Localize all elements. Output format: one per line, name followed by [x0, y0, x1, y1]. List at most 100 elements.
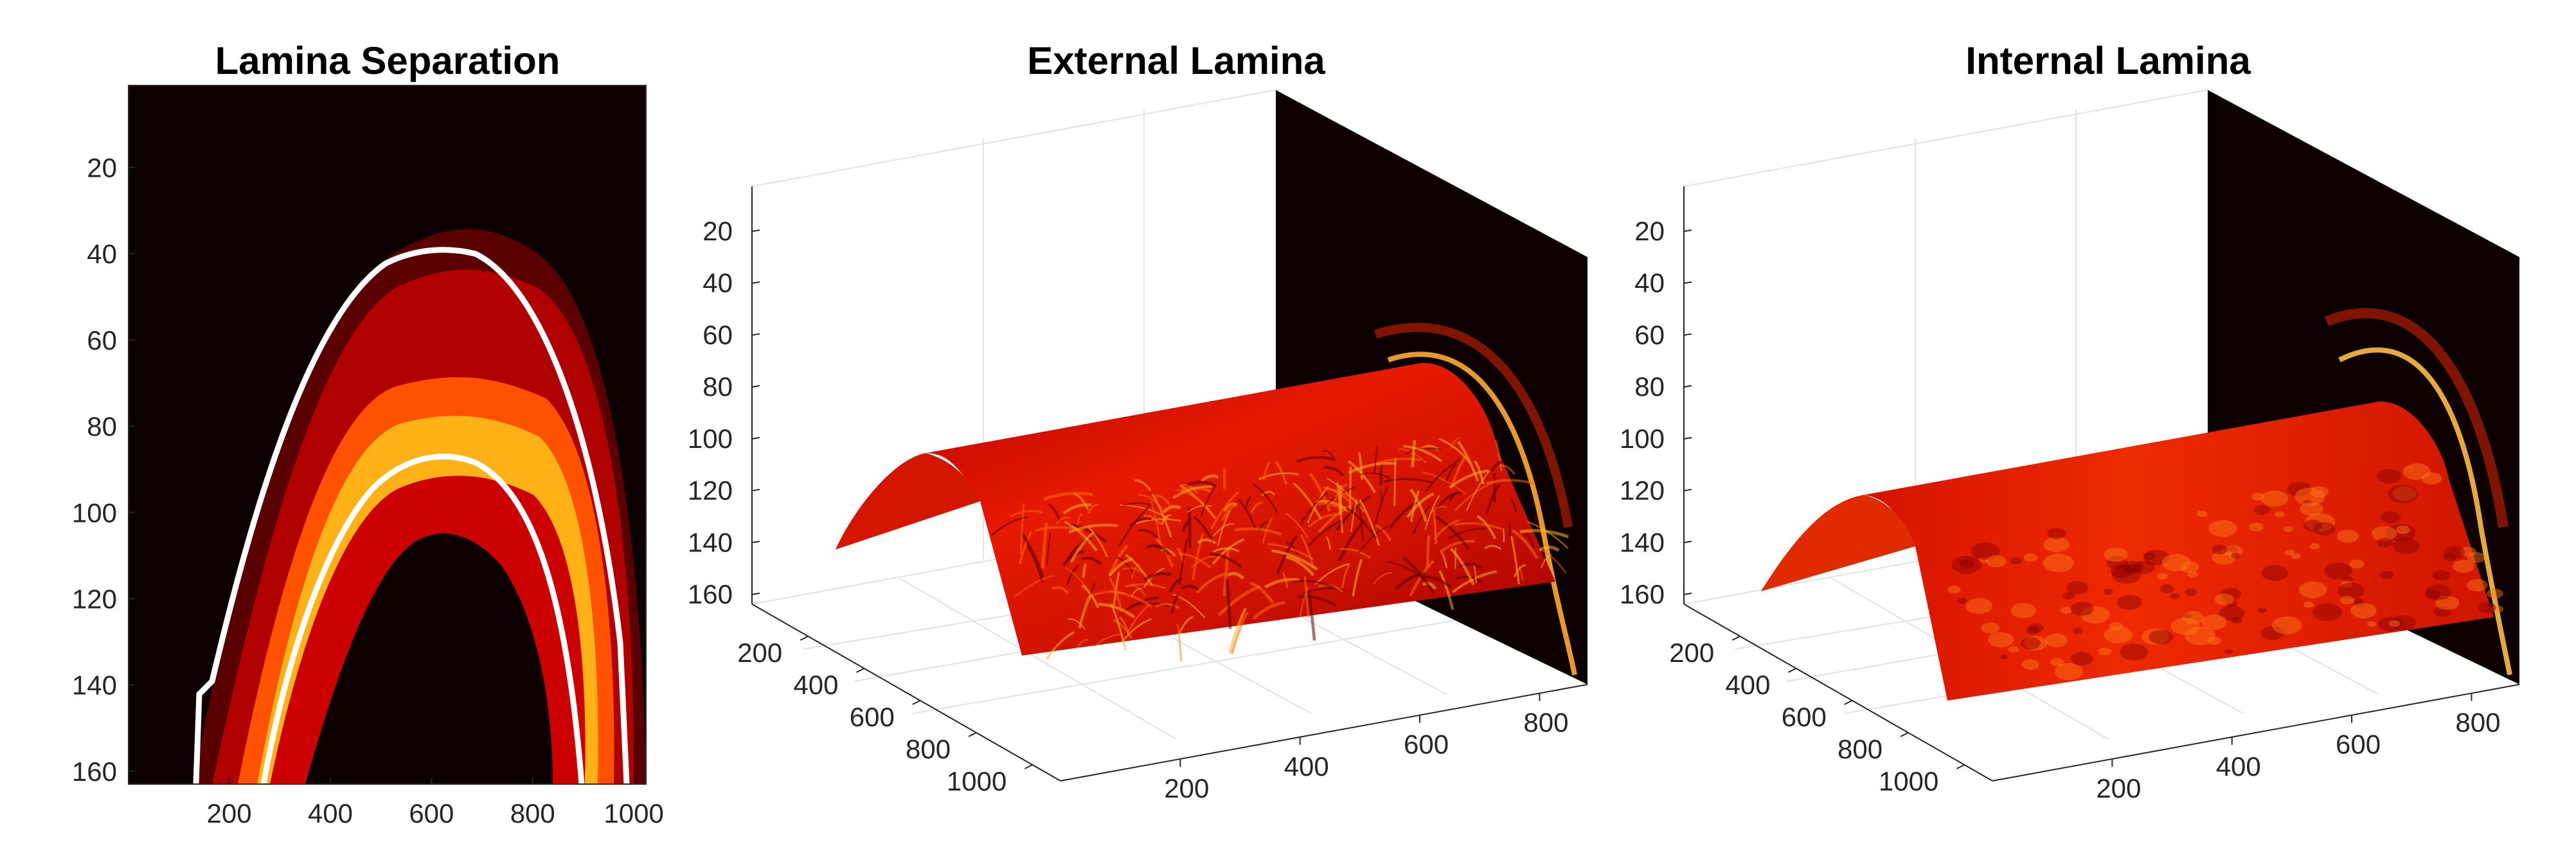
texture-stroke [1223, 502, 1237, 512]
texture-stroke [2026, 626, 2040, 635]
texture-stroke [1138, 529, 1158, 539]
texture-stroke [2182, 611, 2205, 625]
y-tick-mark [1956, 764, 1965, 769]
texture-stroke [1113, 619, 1133, 639]
x-tick-label: 400 [1284, 751, 1329, 782]
texture-stroke [2185, 588, 2197, 596]
texture-stroke [1299, 586, 1309, 618]
texture-stroke [1981, 622, 1999, 634]
texture-stroke [2133, 560, 2155, 575]
texture-stroke [1155, 603, 1180, 609]
texture-stroke [2312, 603, 2343, 621]
texture-stroke [1303, 576, 1310, 618]
texture-stroke [1336, 495, 1371, 532]
texture-stroke [1450, 548, 1475, 585]
texture-stroke [2435, 595, 2460, 611]
y-tick-mark [1844, 700, 1853, 705]
texture-stroke [2185, 626, 2216, 645]
surface-texture [990, 437, 1570, 662]
x-tick-label: 800 [510, 798, 555, 828]
texture-stroke [1308, 520, 1342, 547]
texture-stroke [1447, 528, 1487, 541]
texture-stroke [1122, 618, 1152, 643]
texture-stroke [2104, 548, 2128, 562]
axes-box [128, 85, 647, 785]
texture-stroke [2207, 636, 2221, 645]
texture-stroke [1510, 535, 1520, 584]
texture-stroke [2424, 590, 2440, 600]
texture-stroke [1098, 602, 1136, 619]
panel-lamina-separation: Lamina Separation 20 40 60 80 100 120 140 160 2… [72, 39, 664, 828]
texture-stroke [1041, 523, 1048, 569]
texture-stroke [1131, 563, 1140, 579]
inner-boundary-line [260, 453, 585, 785]
z-tick-label: 100 [688, 424, 733, 454]
texture-stroke [1262, 517, 1273, 544]
texture-stroke [2161, 553, 2191, 572]
texture-stroke [2378, 616, 2402, 632]
texture-stroke [1499, 465, 1516, 475]
texture-stroke [2043, 537, 2070, 553]
texture-stroke [1485, 479, 1535, 485]
texture-stroke [1186, 480, 1217, 488]
texture-stroke [2354, 598, 2363, 603]
texture-stroke [2062, 592, 2075, 600]
texture-stroke [2170, 617, 2200, 635]
texture-stroke [1178, 552, 1212, 569]
z-tick-mark [751, 385, 760, 388]
texture-stroke [1405, 447, 1442, 455]
texture-stroke [2303, 601, 2314, 608]
texture-stroke [1046, 533, 1051, 566]
texture-stroke [1178, 616, 1194, 634]
texture-stroke [1457, 440, 1480, 481]
texture-stroke [2303, 499, 2312, 505]
texture-stroke [1424, 458, 1462, 493]
texture-stroke [1087, 526, 1109, 558]
texture-stroke [2201, 614, 2227, 630]
y-tick-mark [800, 636, 809, 641]
texture-stroke [1382, 478, 1434, 484]
texture-stroke [1322, 450, 1335, 460]
texture-stroke [1258, 472, 1300, 481]
texture-stroke [1162, 505, 1181, 514]
texture-stroke [1154, 544, 1170, 556]
texture-stroke [1348, 461, 1397, 474]
y-tick-label: 1000 [1879, 766, 1938, 796]
x-tick-label: 600 [2336, 729, 2381, 760]
texture-stroke [1020, 503, 1025, 555]
z-tick-label: 100 [1620, 424, 1665, 454]
texture-stroke [1226, 571, 1245, 580]
texture-stroke [2354, 600, 2365, 608]
texture-stroke [1490, 460, 1505, 472]
texture-stroke [2299, 581, 2327, 598]
texture-stroke [1134, 479, 1152, 492]
texture-stroke [1502, 528, 1505, 542]
texture-stroke [1068, 618, 1086, 630]
texture-stroke [1956, 598, 1967, 604]
texture-stroke [1064, 521, 1098, 551]
texture-stroke [1228, 607, 1248, 654]
y-tick-label: 60 [87, 325, 117, 355]
z-tick-mark [1683, 593, 1692, 595]
texture-stroke [2028, 623, 2044, 632]
chart-title: External Lamina [1027, 39, 1325, 82]
texture-stroke [2387, 485, 2419, 503]
texture-stroke [1951, 555, 1982, 575]
texture-stroke [2170, 593, 2180, 600]
texture-stroke [2111, 566, 2141, 584]
texture-stroke [1426, 535, 1431, 568]
texture-stroke [2390, 615, 2416, 630]
texture-stroke [1191, 555, 1216, 568]
texture-stroke [1138, 494, 1163, 510]
heatmap-inner-dark [305, 533, 553, 784]
texture-stroke [2225, 600, 2238, 607]
texture-stroke [2251, 492, 2265, 501]
texture-stroke [2231, 553, 2241, 559]
texture-stroke [2339, 596, 2354, 605]
texture-stroke [2116, 594, 2142, 610]
texture-stroke [1076, 639, 1089, 649]
texture-stroke [2487, 588, 2503, 599]
texture-stroke [2467, 578, 2488, 592]
texture-stroke [2104, 626, 2133, 643]
texture-stroke [2443, 553, 2457, 562]
